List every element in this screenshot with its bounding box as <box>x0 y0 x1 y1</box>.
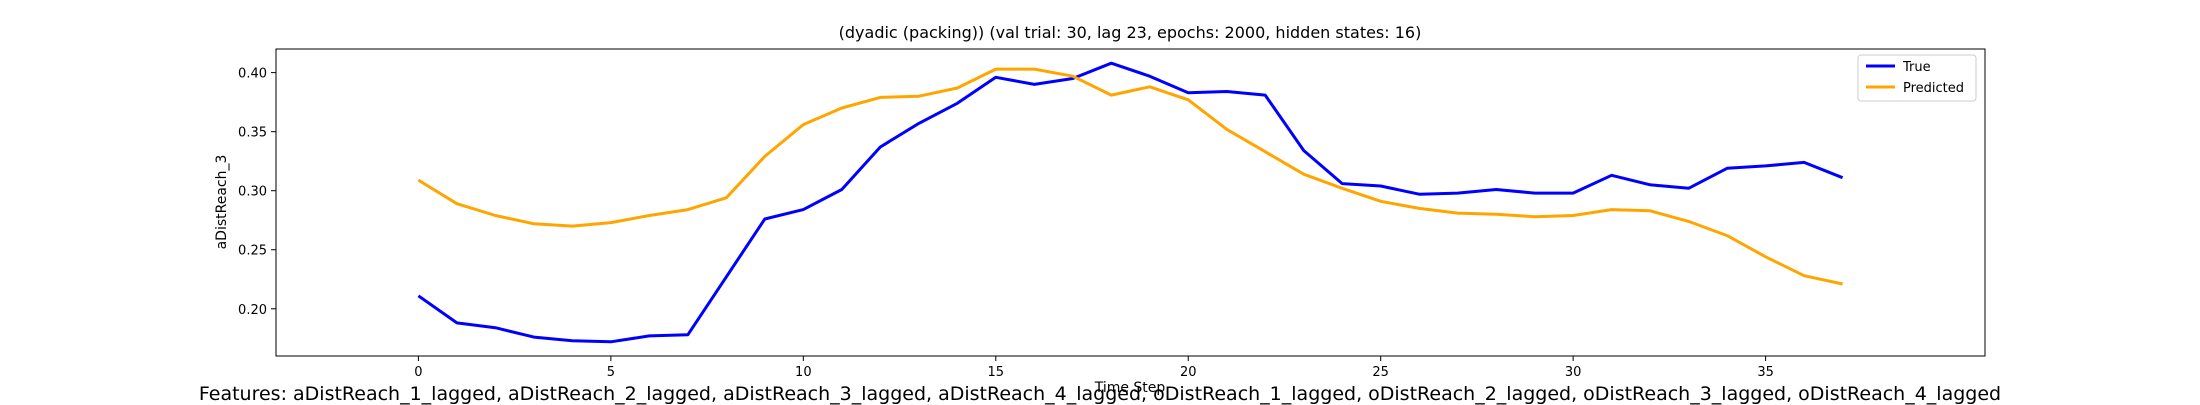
legend-label-predicted: Predicted <box>1903 81 1964 96</box>
y-tick-label: 0.25 <box>238 244 267 259</box>
series-line-predicted <box>417 67 1843 286</box>
y-axis-label: aDistReach_3 <box>214 155 230 250</box>
y-tick-label: 0.35 <box>238 126 267 141</box>
x-tick-label: 0 <box>414 365 422 380</box>
features-caption: Features: aDistReach_1_lagged, aDistReac… <box>198 383 2002 405</box>
legend: True Predicted <box>1857 54 1977 102</box>
x-axis: 0 5 10 15 20 25 30 35 <box>414 356 1774 380</box>
legend-label-true: True <box>1902 60 1931 75</box>
x-tick-label: 15 <box>988 365 1005 380</box>
y-tick-label: 0.40 <box>238 67 267 82</box>
x-axis-label: Time Step <box>1094 380 1166 396</box>
y-tick-label: 0.30 <box>238 185 267 200</box>
x-tick-label: 5 <box>607 365 615 380</box>
y-axis: 0.20 0.25 0.30 0.35 0.40 <box>238 67 276 318</box>
x-tick-label: 10 <box>795 365 812 380</box>
x-tick-label: 35 <box>1757 365 1774 380</box>
y-tick-label: 0.20 <box>238 303 267 318</box>
plot-frame <box>275 48 1986 357</box>
chart-title: (dyadic (packing)) (val trial: 30, lag 2… <box>839 23 1422 42</box>
x-tick-label: 25 <box>1372 365 1389 380</box>
plot-area <box>417 61 1844 344</box>
x-tick-label: 20 <box>1180 365 1197 380</box>
x-tick-label: 30 <box>1565 365 1582 380</box>
series-line-true <box>417 61 1844 344</box>
